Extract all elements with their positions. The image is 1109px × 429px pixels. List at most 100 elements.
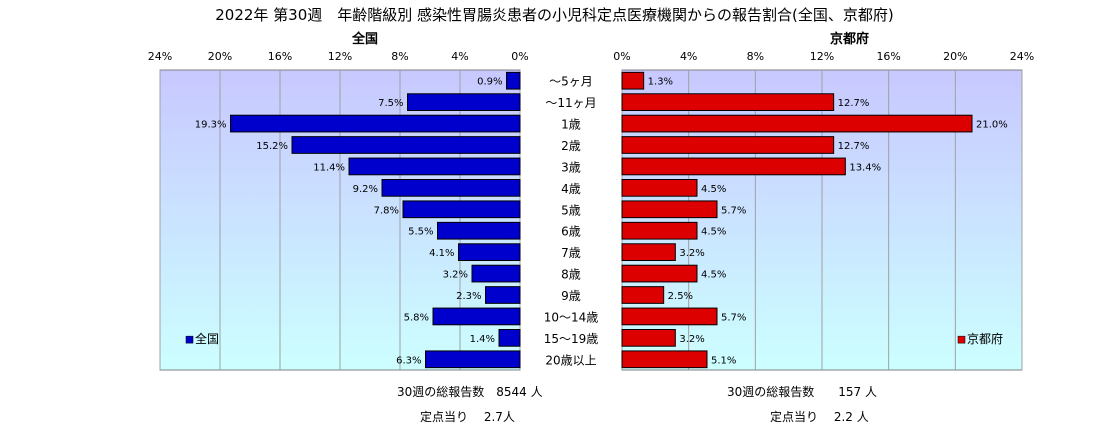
national-data-label: 6.3% (396, 355, 421, 366)
kyoto-tick-label: 8% (747, 50, 764, 63)
national-data-label: 3.2% (443, 270, 468, 281)
national-tick-label: 16% (268, 50, 292, 63)
national-data-label: 0.9% (477, 77, 502, 88)
category-label: 1歳 (561, 118, 581, 132)
category-label: 3歳 (561, 160, 581, 174)
category-label: 6歳 (561, 225, 581, 239)
category-label: 15～19歳 (544, 332, 599, 346)
kyoto-bar (621, 221, 698, 240)
national-tick-label: 12% (328, 50, 352, 63)
national-data-label: 1.4% (470, 334, 495, 345)
kyoto-tick-label: 0% (613, 50, 630, 63)
kyoto-tick-label: 24% (1010, 50, 1034, 63)
category-label: 4歳 (561, 182, 581, 196)
national-tick-label: 24% (148, 50, 172, 63)
national-tick-label: 8% (391, 50, 408, 63)
kyoto-bar (621, 157, 846, 176)
kyoto-legend-label: 京都府 (967, 331, 1003, 346)
kyoto-total-reports: 30週の総報告数 157 人 (727, 385, 877, 399)
category-label: ～5ヶ月 (549, 75, 593, 89)
kyoto-data-label: 4.5% (701, 270, 726, 281)
kyoto-bar (621, 71, 645, 90)
national-data-label: 2.3% (456, 291, 481, 302)
kyoto-panel-title: 京都府 (830, 32, 870, 47)
kyoto-bar (621, 114, 973, 133)
national-tick-label: 20% (208, 50, 232, 63)
kyoto-tick-label: 20% (943, 50, 967, 63)
kyoto-tick-label: 16% (876, 50, 900, 63)
kyoto-data-label: 4.5% (701, 227, 726, 238)
kyoto-data-label: 3.2% (679, 334, 704, 345)
national-bar (458, 243, 521, 262)
category-label: 2歳 (561, 139, 581, 153)
kyoto-bar (621, 350, 708, 369)
kyoto-tick-label: 12% (810, 50, 834, 63)
kyoto-data-label: 1.3% (648, 77, 673, 88)
category-label: 5歳 (561, 203, 581, 217)
kyoto-data-label: 21.0% (976, 120, 1008, 131)
national-bar (402, 200, 521, 219)
kyoto-data-label: 5.7% (721, 312, 746, 323)
national-data-label: 19.3% (195, 120, 227, 131)
national-data-label: 11.4% (313, 162, 345, 173)
national-total-reports: 30週の総報告数 8544 人 (397, 385, 543, 399)
national-bar (291, 136, 521, 154)
national-bar (498, 329, 521, 347)
national-tick-label: 0% (511, 50, 528, 63)
kyoto-bar (621, 264, 698, 283)
kyoto-data-label: 12.7% (838, 98, 870, 109)
national-panel-title: 全国 (352, 32, 379, 47)
kyoto-legend-swatch (957, 335, 966, 344)
kyoto-bar (621, 136, 835, 154)
national-panel: 24% 20% 16% 12% 8% 4% 0% 0.9% 7.5% 19.3% 15.2% 11.4… (148, 50, 529, 371)
kyoto-bar (621, 179, 698, 197)
national-bar (381, 179, 521, 197)
kyoto-data-label: 13.4% (849, 162, 881, 173)
kyoto-bar (621, 307, 718, 326)
national-data-label: 5.8% (404, 312, 429, 323)
national-bar (425, 350, 521, 369)
category-label: 8歳 (561, 268, 581, 282)
national-data-label: 5.5% (408, 227, 433, 238)
category-label: 20歳以上 (545, 353, 596, 367)
national-legend-label: 全国 (195, 331, 219, 346)
kyoto-bar (621, 93, 835, 111)
chart-title: 2022年 第30週 年齢階級別 感染性胃腸炎患者の小児科定点医療機関からの報告… (215, 6, 894, 24)
kyoto-bar (621, 286, 665, 304)
kyoto-data-label: 4.5% (701, 184, 726, 195)
national-bar (407, 93, 521, 111)
national-per-sentinel: 定点当り 2.7人 (420, 410, 515, 424)
kyoto-bar (621, 243, 676, 262)
kyoto-data-label: 5.1% (711, 355, 736, 366)
kyoto-bar (621, 329, 676, 347)
category-label: 9歳 (561, 289, 581, 303)
national-data-label: 7.8% (374, 205, 399, 216)
kyoto-bar (621, 200, 718, 219)
category-label: 10～14歳 (544, 310, 599, 324)
kyoto-panel: 0% 4% 8% 12% 16% 20% 24% 1.3% 12.7% 21.0% 12.7% 13.… (613, 50, 1034, 371)
category-label: 7歳 (561, 246, 581, 260)
national-bar (432, 307, 521, 326)
kyoto-per-sentinel: 定点当り 2.2 人 (770, 410, 869, 424)
category-labels: ～5ヶ月 ～11ヶ月 1歳 2歳 3歳 4歳 5歳 6歳 7歳 8歳 9歳 10～14歳 15～19歳 2… (544, 75, 599, 368)
kyoto-data-label: 5.7% (721, 205, 746, 216)
national-data-label: 15.2% (256, 141, 288, 152)
national-bar (348, 157, 521, 176)
category-label: ～11ヶ月 (545, 96, 596, 110)
national-data-label: 9.2% (353, 184, 378, 195)
national-bar (485, 286, 521, 304)
national-legend-swatch (185, 335, 194, 344)
national-data-label: 4.1% (429, 248, 454, 259)
kyoto-data-label: 2.5% (668, 291, 693, 302)
national-bar (437, 221, 521, 240)
national-bar (471, 264, 521, 283)
kyoto-data-label: 3.2% (679, 248, 704, 259)
kyoto-data-label: 12.7% (838, 141, 870, 152)
national-tick-label: 4% (451, 50, 468, 63)
national-bar (506, 71, 521, 90)
kyoto-tick-label: 4% (680, 50, 697, 63)
national-bar (230, 114, 521, 133)
national-data-label: 7.5% (378, 98, 403, 109)
